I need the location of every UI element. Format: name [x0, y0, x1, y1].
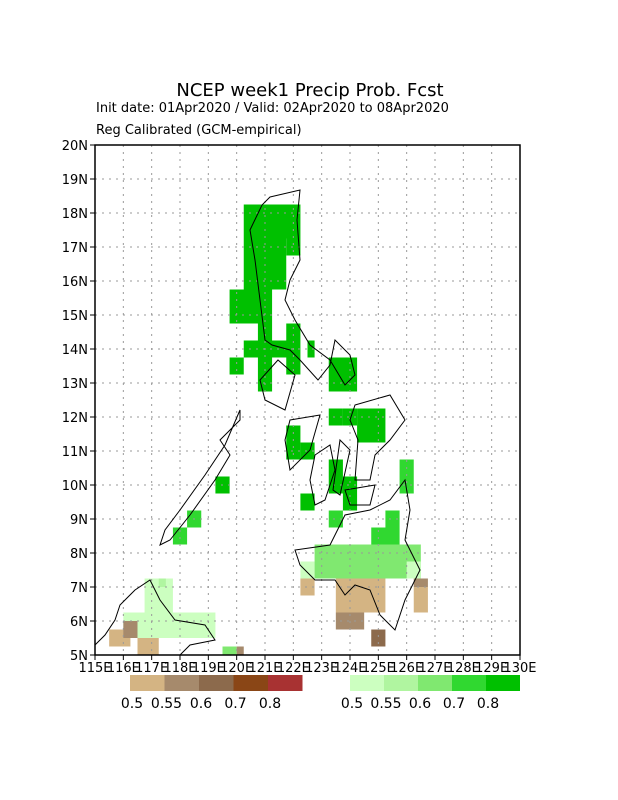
- y-tick-label: 17N: [62, 241, 88, 256]
- x-tick-label: 130E: [503, 661, 536, 676]
- probability-cell: [328, 357, 358, 392]
- y-tick-label: 6N: [70, 615, 88, 630]
- colorbar-box: [130, 675, 165, 691]
- x-tick-label: 127E: [418, 661, 451, 676]
- probability-cell: [243, 340, 301, 358]
- x-tick-label: 117E: [135, 661, 168, 676]
- probability-cell: [413, 578, 428, 587]
- probability-cell: [300, 578, 315, 596]
- x-tick-label: 126E: [390, 661, 423, 676]
- colorbar-box: [268, 675, 303, 691]
- colorbar-box: [486, 675, 520, 691]
- x-tick-label: 125E: [362, 661, 395, 676]
- colorbar-label: 0.6: [190, 696, 212, 712]
- probability-cell: [342, 476, 358, 494]
- colorbar-label: 0.5: [341, 696, 363, 712]
- probability-cell: [257, 323, 273, 341]
- colorbar-box: [233, 675, 268, 691]
- y-tick-label: 16N: [62, 275, 88, 290]
- probability-cell: [137, 638, 159, 655]
- probability-cell: [286, 357, 301, 375]
- y-tick-label: 18N: [62, 207, 88, 222]
- probability-cell: [371, 544, 393, 562]
- colorbar-label: 0.7: [443, 696, 465, 712]
- x-tick-label: 115E: [78, 661, 111, 676]
- probability-cell: [243, 204, 301, 239]
- y-tick-label: 13N: [62, 377, 88, 392]
- y-tick-label: 19N: [62, 173, 88, 188]
- probability-cell: [328, 510, 343, 528]
- x-tick-label: 119E: [192, 661, 225, 676]
- colorbar-label: 0.6: [409, 696, 431, 712]
- probability-cell: [385, 510, 400, 528]
- x-tick-label: 120E: [220, 661, 253, 676]
- probability-cell: [236, 646, 244, 655]
- y-tick-label: 15N: [62, 309, 88, 324]
- map-frame: [94, 144, 521, 656]
- y-tick-label: 12N: [62, 411, 88, 426]
- probability-cell: [229, 289, 273, 324]
- probability-cell: [406, 561, 421, 579]
- probability-cell: [342, 408, 358, 426]
- y-tick-label: 7N: [70, 581, 88, 596]
- colorbar-label: 0.8: [477, 696, 499, 712]
- colorbar-box: [418, 675, 452, 691]
- colorbar-label: 0.8: [259, 696, 281, 712]
- colorbar-box: [452, 675, 486, 691]
- probability-cell: [300, 561, 315, 579]
- probability-cell: [371, 527, 400, 545]
- colorbar-box: [199, 675, 234, 691]
- x-tick-label: 124E: [333, 661, 366, 676]
- x-tick-label: 122E: [277, 661, 310, 676]
- probability-cell: [328, 459, 343, 494]
- probability-cell: [314, 544, 421, 579]
- probability-cell: [371, 629, 386, 647]
- probability-cell: [300, 493, 315, 511]
- x-tick-label: 128E: [447, 661, 480, 676]
- colorbar-box: [384, 675, 418, 691]
- colorbar-label: 0.5: [121, 696, 143, 712]
- y-tick-label: 14N: [62, 343, 88, 358]
- probability-cell: [357, 408, 386, 443]
- probability-cell: [286, 238, 301, 256]
- y-tick-label: 5N: [70, 649, 88, 664]
- y-tick-label: 11N: [62, 445, 88, 460]
- colorbar-label: 0.55: [151, 696, 182, 712]
- probability-cell: [123, 621, 138, 638]
- x-tick-label: 116E: [107, 661, 140, 676]
- probability-cell: [328, 408, 343, 426]
- x-tick-label: 118E: [163, 661, 196, 676]
- probability-cell: [413, 587, 428, 613]
- x-tick-label: 129E: [475, 661, 508, 676]
- probability-cell: [307, 340, 315, 358]
- probability-cell: [158, 578, 166, 587]
- y-tick-label: 8N: [70, 547, 88, 562]
- x-tick-label: 121E: [248, 661, 281, 676]
- colorbar-box: [164, 675, 199, 691]
- probability-cell: [286, 323, 301, 341]
- probability-cell: [222, 646, 237, 655]
- map-subtitle: Init date: 01Apr2020 / Valid: 02Apr2020 …: [96, 101, 449, 116]
- y-tick-label: 9N: [70, 513, 88, 528]
- y-tick-label: 10N: [62, 479, 88, 494]
- map-title: NCEP week1 Precip Prob. Fcst: [176, 80, 443, 101]
- y-tick-label: 20N: [62, 139, 88, 154]
- map-subtitle: Reg Calibrated (GCM-empirical): [96, 123, 302, 138]
- probability-cell: [229, 357, 244, 375]
- x-tick-label: 123E: [305, 661, 338, 676]
- probability-cell: [123, 612, 216, 638]
- colorbar-label: 0.7: [224, 696, 246, 712]
- colorbar-label: 0.55: [370, 696, 401, 712]
- probability-cell: [286, 425, 301, 460]
- colorbar-box: [350, 675, 384, 691]
- coastline: [94, 189, 421, 656]
